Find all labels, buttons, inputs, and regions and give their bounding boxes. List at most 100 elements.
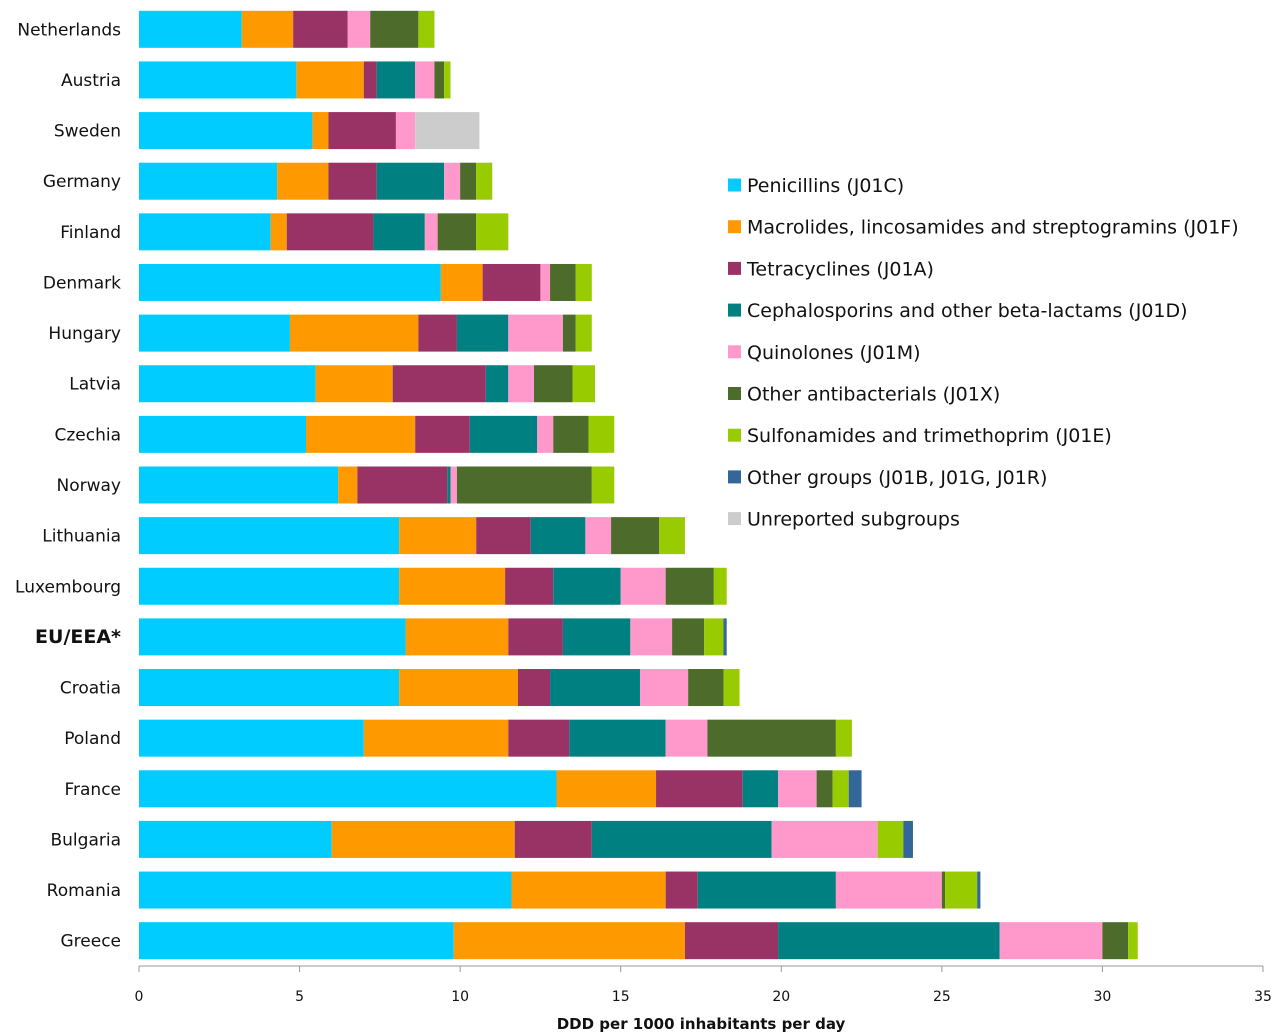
bar-segment-czechia-penicillins-j01c [139,415,306,453]
bar-segment-austria-quinolones-j01m [415,61,435,99]
bar-segment-romania-quinolones-j01m [835,871,942,909]
x-tick-label: 30 [1094,989,1112,1005]
x-tick-label: 10 [451,989,469,1005]
bar-group-germany [139,162,493,200]
bar-group-denmark [139,263,592,301]
bar-segment-croatia-macrolides-lincosamides-and-streptogramins-j01f [399,669,518,707]
bar-group-croatia [139,669,740,707]
bar-segment-france-sulfonamides-and-trimethoprim-j01e [832,770,849,808]
bar-segment-latvia-tetracyclines-j01a [392,365,486,403]
bar-segment-eu-eea-macrolides-lincosamides-and-streptogramins-j01f [405,618,509,656]
bar-segment-finland-quinolones-j01m [424,213,438,251]
bar-segment-czechia-quinolones-j01m [537,415,554,453]
bar-segment-greece-quinolones-j01m [999,922,1103,960]
bar-segment-norway-sulfonamides-and-trimethoprim-j01e [591,466,615,504]
bar-segment-finland-penicillins-j01c [139,213,271,251]
bar-segment-france-tetracyclines-j01a [656,770,743,808]
bar-segment-france-other-antibacterials-j01x [816,770,833,808]
legend-item-tetracyclines-j01a: Tetracyclines (J01A) [728,258,934,280]
bar-segment-latvia-other-antibacterials-j01x [534,365,573,403]
category-label-romania: Romania [47,881,121,901]
bar-segment-norway-penicillins-j01c [139,466,339,504]
legend-label: Penicillins (J01C) [747,175,904,197]
bar-segment-denmark-sulfonamides-and-trimethoprim-j01e [575,263,592,301]
bar-segment-denmark-other-antibacterials-j01x [550,263,576,301]
bar-segment-poland-sulfonamides-and-trimethoprim-j01e [835,719,852,757]
bar-segment-poland-macrolides-lincosamides-and-streptogramins-j01f [363,719,509,757]
bar-segment-greece-macrolides-lincosamides-and-streptogramins-j01f [453,922,685,960]
x-axis: 0 5 10 15 20 25 30 35 [135,965,1272,1005]
bar-segment-romania-other-antibacterials-j01x [941,871,946,909]
bar-segment-germany-sulfonamides-and-trimethoprim-j01e [476,162,493,200]
bar-segment-austria-penicillins-j01c [139,61,297,99]
bar-segment-finland-sulfonamides-and-trimethoprim-j01e [476,213,509,251]
bar-segment-lithuania-cephalosporins-and-other-beta-lactams-j01d [530,517,586,555]
bar-segment-romania-sulfonamides-and-trimethoprim-j01e [945,871,978,909]
bar-segment-norway-quinolones-j01m [450,466,457,504]
bars-layer [139,10,1138,960]
bar-segment-czechia-cephalosporins-and-other-beta-lactams-j01d [469,415,538,453]
legend-item-penicillins-j01c: Penicillins (J01C) [728,175,904,197]
bar-segment-luxembourg-quinolones-j01m [620,567,666,605]
x-tick-label: 0 [135,989,144,1005]
legend-item-other-antibacterials-j01x: Other antibacterials (J01X) [728,384,1000,406]
bar-segment-greece-tetracyclines-j01a [684,922,779,960]
legend-item-sulfonamides-and-trimethoprim-j01e: Sulfonamides and trimethoprim (J01E) [728,425,1112,447]
legend-item-unreported-subgroups: Unreported subgroups [728,509,960,531]
legend-label: Unreported subgroups [747,509,960,531]
bar-segment-czechia-sulfonamides-and-trimethoprim-j01e [588,415,615,453]
category-label-finland: Finland [60,223,121,243]
bar-segment-luxembourg-cephalosporins-and-other-beta-lactams-j01d [553,567,621,605]
legend-label: Tetracyclines (J01A) [746,258,934,280]
category-label-greece: Greece [60,932,121,952]
bar-segment-finland-cephalosporins-and-other-beta-lactams-j01d [373,213,425,251]
bar-segment-lithuania-other-antibacterials-j01x [611,517,660,555]
bar-segment-latvia-sulfonamides-and-trimethoprim-j01e [572,365,596,403]
category-label-hungary: Hungary [48,324,121,344]
bar-segment-germany-penicillins-j01c [139,162,278,200]
x-axis-title: DDD per 1000 inhabitants per day [557,1015,846,1033]
category-labels: Netherlands Austria Sweden Germany Finland De… [15,20,121,951]
bar-segment-poland-quinolones-j01m [665,719,708,757]
category-label-poland: Poland [64,729,121,749]
bar-group-lithuania [139,517,685,555]
bar-segment-eu-eea-other-antibacterials-j01x [672,618,705,656]
bar-segment-romania-other-groups-j01b-j01g-j01r [977,871,981,909]
bar-segment-germany-quinolones-j01m [444,162,461,200]
bar-segment-netherlands-tetracyclines-j01a [293,10,348,48]
bar-group-hungary [139,314,592,352]
bar-segment-norway-cephalosporins-and-other-beta-lactams-j01d [447,466,451,504]
bar-segment-croatia-sulfonamides-and-trimethoprim-j01e [723,669,740,707]
bar-segment-hungary-penicillins-j01c [139,314,290,352]
bar-segment-greece-cephalosporins-and-other-beta-lactams-j01d [778,922,1000,960]
bar-group-luxembourg [139,567,727,605]
bar-group-poland [139,719,852,757]
bar-group-bulgaria [139,820,913,858]
legend-label: Macrolides, lincosamides and streptogram… [747,217,1239,239]
category-label-croatia: Croatia [60,679,121,699]
bar-segment-norway-other-antibacterials-j01x [456,466,592,504]
legend-swatch [728,178,741,192]
x-tick-label: 5 [295,989,304,1005]
bar-segment-eu-eea-tetracyclines-j01a [508,618,563,656]
bar-segment-czechia-other-antibacterials-j01x [553,415,589,453]
bar-segment-bulgaria-other-groups-j01b-j01g-j01r [903,820,913,858]
bar-segment-austria-cephalosporins-and-other-beta-lactams-j01d [376,61,416,99]
bar-segment-france-macrolides-lincosamides-and-streptogramins-j01f [556,770,657,808]
bar-segment-greece-other-antibacterials-j01x [1102,922,1129,960]
bar-segment-denmark-macrolides-lincosamides-and-streptogramins-j01f [440,263,483,301]
bar-segment-eu-eea-sulfonamides-and-trimethoprim-j01e [704,618,724,656]
bar-segment-latvia-cephalosporins-and-other-beta-lactams-j01d [485,365,509,403]
bar-segment-lithuania-sulfonamides-and-trimethoprim-j01e [659,517,685,555]
bar-segment-germany-macrolides-lincosamides-and-streptogramins-j01f [277,162,329,200]
legend-swatch [728,220,741,234]
bar-segment-france-cephalosporins-and-other-beta-lactams-j01d [742,770,779,808]
bar-segment-lithuania-tetracyclines-j01a [476,517,531,555]
bar-segment-croatia-other-antibacterials-j01x [688,669,724,707]
bar-segment-hungary-quinolones-j01m [508,314,563,352]
bar-segment-eu-eea-cephalosporins-and-other-beta-lactams-j01d [562,618,631,656]
bar-segment-bulgaria-penicillins-j01c [139,820,332,858]
bar-segment-romania-cephalosporins-and-other-beta-lactams-j01d [697,871,836,909]
bar-segment-bulgaria-cephalosporins-and-other-beta-lactams-j01d [591,820,772,858]
